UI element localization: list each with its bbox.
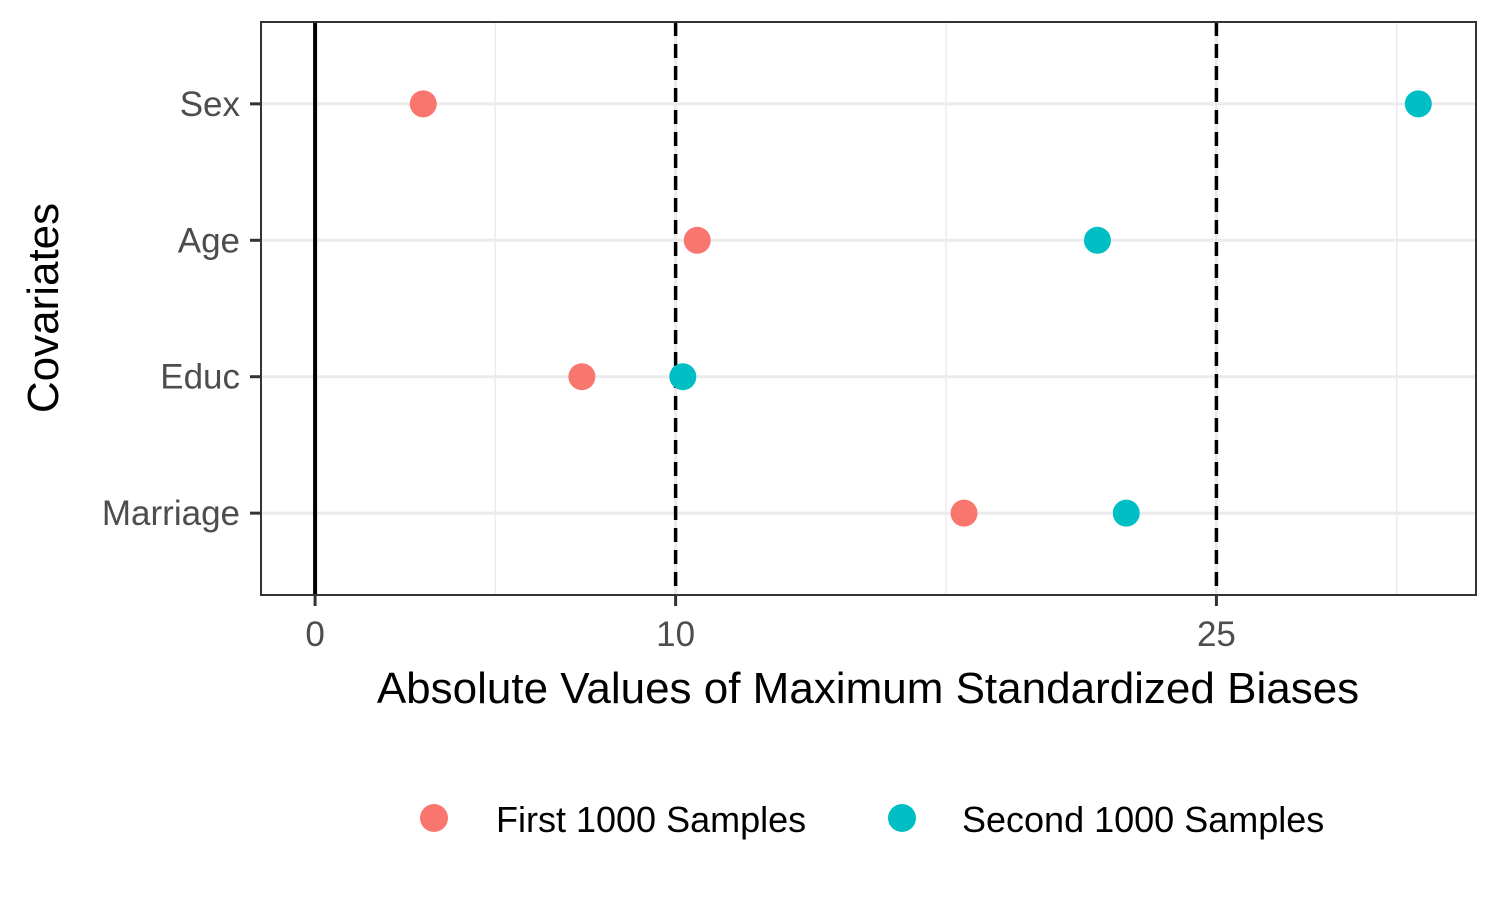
y-tick-label: Sex: [180, 85, 241, 124]
y-tick-label: Educ: [160, 358, 240, 397]
data-point-second-educ: [669, 363, 697, 391]
y-tick-label: Marriage: [102, 494, 240, 533]
y-tick-label: Age: [178, 221, 240, 260]
data-point-first-marriage: [950, 499, 978, 527]
x-axis: 0 10 25: [305, 595, 1236, 654]
data-point-first-sex: [409, 90, 437, 118]
x-tick-label: 10: [656, 615, 695, 654]
reference-lines: [313, 22, 1219, 595]
data-point-second-age: [1083, 226, 1111, 254]
y-axis: Sex Age Educ Marriage: [102, 85, 261, 533]
y-axis-title: Covariates: [19, 203, 68, 413]
data-points: [409, 90, 1432, 527]
legend-label-first: First 1000 Samples: [496, 799, 806, 840]
data-point-first-educ: [568, 363, 596, 391]
panel-background: [261, 22, 1476, 595]
legend-key-second: [888, 804, 916, 832]
data-point-first-age: [683, 226, 711, 254]
data-point-second-sex: [1404, 90, 1432, 118]
x-tick-label: 0: [305, 615, 324, 654]
legend: First 1000 Samples Second 1000 Samples: [420, 799, 1324, 840]
legend-key-first: [420, 804, 448, 832]
legend-label-second: Second 1000 Samples: [962, 799, 1324, 840]
x-axis-title: Absolute Values of Maximum Standardized …: [377, 664, 1359, 713]
panel-border: [260, 21, 1477, 596]
data-point-second-marriage: [1112, 499, 1140, 527]
x-tick-label: 25: [1197, 615, 1236, 654]
